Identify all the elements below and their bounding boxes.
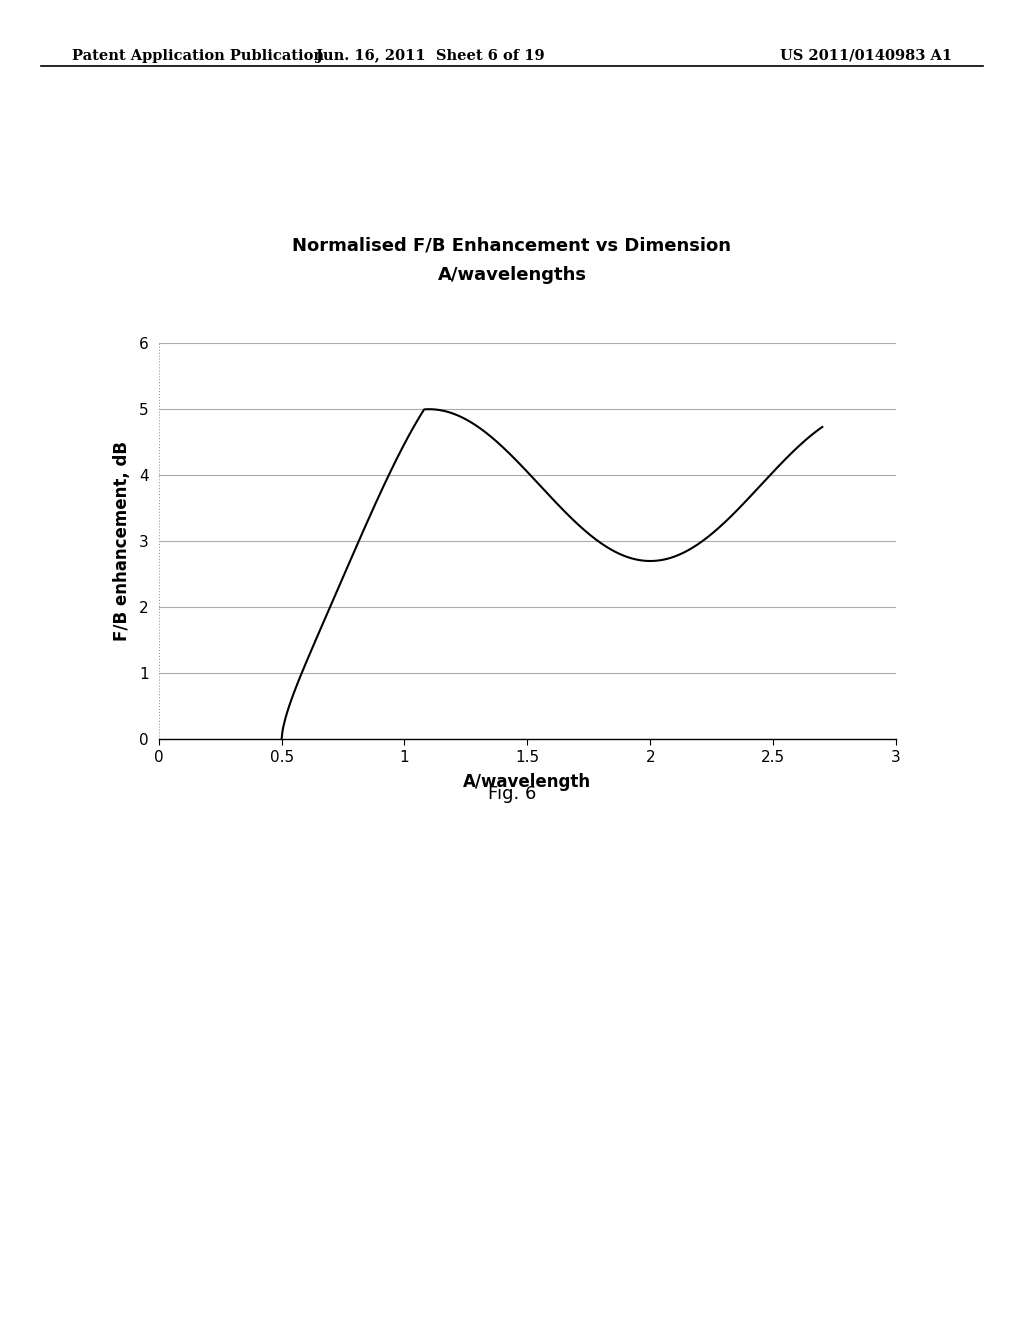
Text: US 2011/0140983 A1: US 2011/0140983 A1 [780,49,952,63]
Y-axis label: F/B enhancement, dB: F/B enhancement, dB [113,441,131,642]
Text: Normalised F/B Enhancement vs Dimension: Normalised F/B Enhancement vs Dimension [293,236,731,255]
Text: Jun. 16, 2011  Sheet 6 of 19: Jun. 16, 2011 Sheet 6 of 19 [315,49,545,63]
Text: Patent Application Publication: Patent Application Publication [72,49,324,63]
X-axis label: A/wavelength: A/wavelength [463,774,592,791]
Text: Fig. 6: Fig. 6 [487,785,537,804]
Text: A/wavelengths: A/wavelengths [437,265,587,284]
